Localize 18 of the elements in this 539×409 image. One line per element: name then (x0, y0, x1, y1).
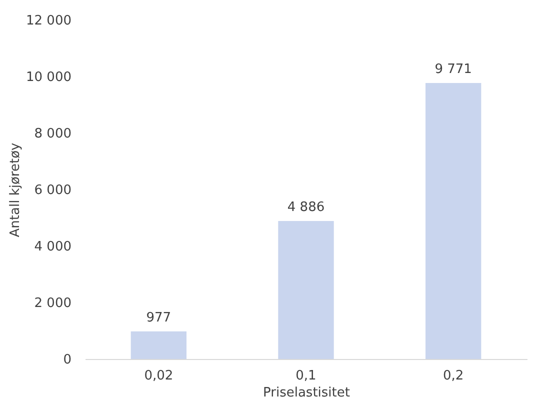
y-tick-label: 2 000 (34, 296, 72, 311)
y-axis-title: Antall kjøretøy (8, 142, 24, 238)
y-tick-label: 8 000 (34, 126, 72, 142)
bar (130, 331, 187, 359)
data-label: 9 771 (434, 62, 472, 77)
x-tick-label: 0,1 (296, 368, 316, 384)
y-tick-label: 6 000 (34, 183, 72, 198)
y-tick-label: 10 000 (26, 70, 72, 85)
x-axis-title: Priselastisitet (263, 386, 350, 400)
bar (425, 82, 482, 359)
y-tick-label: 0 (63, 352, 72, 368)
bar (278, 220, 334, 359)
y-tick-label: 12 000 (26, 14, 72, 28)
x-tick-label: 0,02 (144, 368, 174, 384)
x-tick-label: 0,2 (442, 368, 464, 384)
data-label: 977 (146, 310, 172, 326)
y-tick-label: 4 000 (34, 240, 72, 254)
data-label: 4 886 (287, 200, 325, 215)
